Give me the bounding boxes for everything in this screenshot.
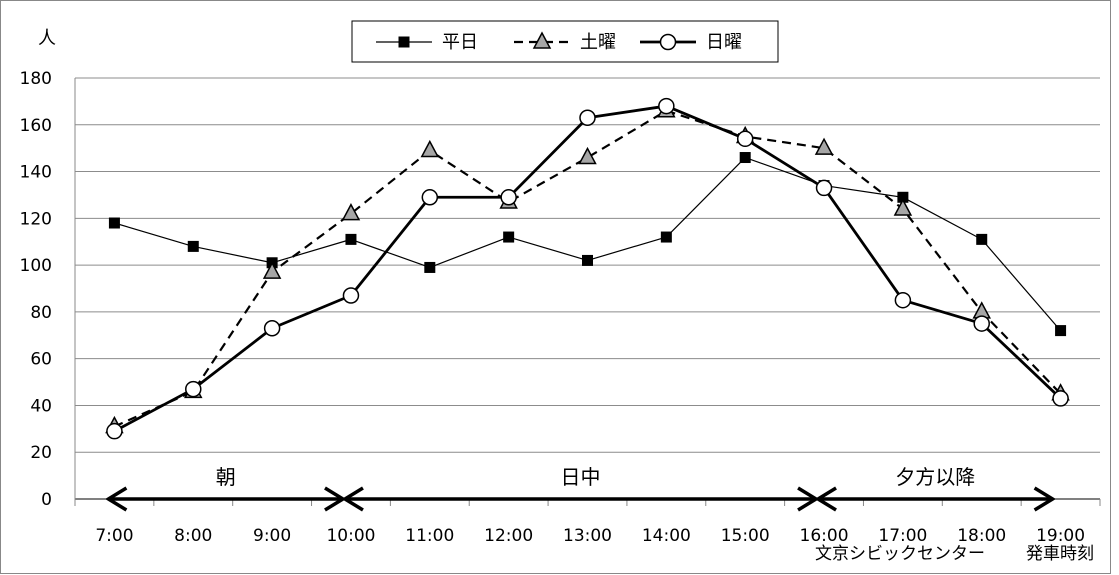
data-point-triangle: [262, 261, 282, 279]
x-caption-departure: 発車時刻: [1026, 544, 1094, 564]
period-arrow-right-head: [1033, 486, 1056, 512]
legend-label: 日曜: [706, 32, 742, 53]
period-arrow-left-head: [105, 486, 128, 512]
y-tick-label: 100: [20, 256, 52, 276]
data-point-square: [1055, 325, 1067, 337]
data-point-circle: [342, 287, 360, 304]
data-point-triangle: [341, 203, 361, 221]
data-point-square: [582, 254, 593, 266]
x-tick-label: 16:00: [800, 526, 849, 546]
x-tick-label: 11:00: [405, 526, 454, 546]
y-unit-label: 人: [38, 28, 56, 49]
legend-swatch-marker: [398, 36, 410, 48]
data-point-circle: [106, 422, 123, 440]
x-tick-label: 12:00: [484, 526, 533, 546]
x-tick-label: 13:00: [563, 526, 612, 546]
legend-item: 土曜: [514, 31, 616, 53]
data-point-circle: [421, 189, 439, 206]
legend-swatch-marker: [532, 31, 552, 49]
period-arrow: 日中: [341, 465, 820, 512]
data-point-square: [108, 217, 120, 229]
y-tick-label: 0: [41, 490, 52, 510]
y-tick-label: 80: [30, 303, 52, 323]
data-point-circle: [1052, 390, 1069, 407]
period-arrow-left-head: [814, 486, 837, 512]
period-label: 日中: [561, 465, 601, 489]
period-label: 夕方以降: [895, 465, 975, 489]
data-point-circle: [579, 109, 596, 127]
data-point-square: [739, 152, 751, 164]
x-tick-label: 14:00: [642, 526, 691, 546]
y-tick-labels: 0 20 40 60 80 100 120 140 160 180: [20, 69, 52, 510]
legend: 平日 土曜 日曜: [351, 20, 779, 63]
x-tick-label: 17:00: [878, 526, 927, 546]
x-tick-label: 10:00: [326, 526, 375, 546]
period-arrows: 朝 日中 夕方以降: [105, 465, 1056, 512]
x-tick-label: 9:00: [253, 526, 291, 546]
y-tick-label: 180: [20, 69, 52, 89]
x-tick-label: 15:00: [721, 526, 770, 546]
data-point-circle: [658, 97, 675, 115]
period-arrow-left-head: [341, 486, 364, 512]
legend-item: 平日: [376, 32, 478, 53]
data-point-circle: [500, 189, 517, 206]
data-point-circle: [263, 320, 281, 337]
data-point-square: [660, 231, 672, 243]
data-point-triangle: [578, 146, 597, 165]
data-point-circle: [185, 380, 202, 398]
data-point-triangle: [420, 139, 440, 158]
data-point-square: [187, 240, 199, 252]
y-tick-label: 20: [30, 443, 52, 463]
legend-swatch-marker: [659, 33, 677, 51]
y-tick-label: 120: [20, 209, 52, 229]
data-point-square: [424, 261, 436, 273]
legend-label: 土曜: [580, 32, 616, 53]
data-point-circle: [736, 130, 754, 148]
data-point-square: [345, 233, 357, 245]
x-caption-location: 文京シビックセンター: [815, 544, 985, 564]
data-point-circle: [973, 315, 990, 332]
y-tick-label: 140: [20, 163, 52, 183]
x-tick-label: 8:00: [174, 526, 212, 546]
data-point-circle: [815, 179, 833, 197]
data-point-square: [976, 233, 988, 245]
y-tick-label: 60: [30, 350, 52, 370]
period-arrow: 夕方以降: [814, 465, 1056, 512]
y-tick-label: 160: [20, 116, 52, 136]
data-point-triangle: [814, 137, 834, 155]
series-lines: [105, 97, 1070, 440]
data-point-triangle: [893, 198, 913, 216]
legend-item: 日曜: [640, 32, 742, 53]
data-point-circle: [894, 291, 912, 309]
x-tick-label: 19:00: [1036, 526, 1085, 546]
legend-label: 平日: [442, 32, 478, 53]
data-point-square: [503, 231, 515, 243]
x-tick-label: 18:00: [957, 526, 1006, 546]
x-tick-labels: 7:00 8:00 9:00 10:00 11:00 12:00 13:00 14:00 15:…: [95, 526, 1085, 546]
x-tick-label: 7:00: [95, 526, 133, 546]
y-tick-label: 40: [30, 396, 52, 416]
period-label: 朝: [216, 465, 236, 489]
data-point-square: [897, 191, 909, 203]
